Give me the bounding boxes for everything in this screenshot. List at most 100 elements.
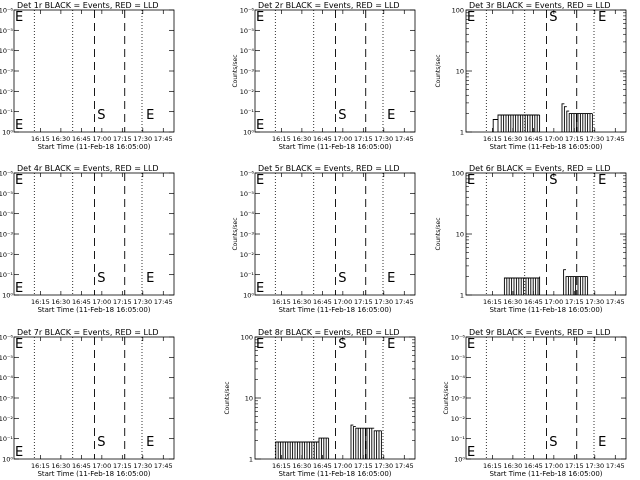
marker-e-label: E [146,271,154,286]
y-tick-label: 10⁻⁴ [0,374,13,382]
y-tick-label: 10 [245,395,253,403]
x-tick-label: 16:30 [293,135,312,143]
y-tick-label: 10⁻³ [0,231,13,239]
x-tick-label: 16:45 [72,135,91,143]
marker-e-label: E [256,10,264,25]
y-tick-label: 10⁻² [0,251,13,259]
marker-s-label: S [549,10,557,25]
x-tick-label: 17:15 [565,462,584,470]
x-tick-label: 16:45 [524,298,543,306]
marker-e-label: E [15,10,23,25]
x-axis-label: Start Time (11-Feb-18 16:05:00) [489,306,602,314]
y-tick-label: 100 [452,170,464,178]
y-axis-label: Counts/sec [224,381,231,414]
marker-e-label: E [15,445,23,460]
y-tick-label: 10⁻⁴ [240,210,255,218]
marker-s-label: S [97,271,105,286]
x-tick-label: 17:45 [606,135,625,143]
x-tick-label: 17:00 [333,298,352,306]
axes-frame [465,9,627,133]
marker-e-label: E [146,108,154,123]
y-tick-label: 10 [456,231,464,239]
x-tick-label: 16:45 [313,462,332,470]
y-tick-label: 10⁻¹ [240,271,255,279]
y-tick-label: 10⁻⁴ [0,47,13,55]
x-axis-label: Start Time (11-Feb-18 16:05:00) [278,306,391,314]
marker-s-label: S [338,337,346,352]
y-tick-label: 10⁰ [2,456,13,464]
y-tick-label: 10⁻³ [451,395,466,403]
marker-e-label: E [256,281,264,296]
x-tick-label: 17:45 [154,462,173,470]
x-tick-label: 16:45 [72,462,91,470]
panel-det-1: Det 1r BLACK = Events, RED = LLD 10⁰ 10⁻¹ 1… [0,1,175,151]
y-tick-label: 10⁻¹ [0,108,13,116]
y-axis-label: Counts/sec [435,54,442,87]
y-tick-label: 100 [452,7,464,15]
x-tick-label: 17:00 [92,298,111,306]
y-tick-label: 10⁻² [0,415,13,423]
panel-title: Det 9r BLACK = Events, RED = LLD [469,328,611,337]
x-tick-label: 16:30 [504,298,523,306]
x-tick-label: 16:15 [483,135,502,143]
y-tick-label: 100 [241,334,253,342]
x-tick-label: 17:45 [154,135,173,143]
x-tick-label: 17:30 [585,462,604,470]
x-tick-label: 16:15 [272,462,291,470]
x-tick-label: 17:00 [92,135,111,143]
x-tick-label: 17:15 [113,462,132,470]
marker-e-label: E [15,337,23,352]
x-axis-label: Start Time (11-Feb-18 16:05:00) [37,306,150,314]
x-tick-label: 16:30 [504,135,523,143]
marker-e-label: E [15,118,23,133]
y-tick-label: 10⁻⁶ [0,170,13,178]
x-tick-label: 17:00 [544,135,563,143]
y-tick-label: 10⁻⁶ [451,334,466,342]
axes-frame [465,172,627,296]
y-tick-label: 10⁻⁶ [0,7,13,15]
x-axis-label: Start Time (11-Feb-18 16:05:00) [278,143,391,151]
x-tick-label: 16:15 [31,462,50,470]
x-tick-label: 17:45 [395,298,414,306]
x-tick-label: 17:30 [374,298,393,306]
y-tick-label: 10⁻⁵ [451,354,466,362]
y-tick-label: 10⁻⁵ [240,190,255,198]
y-tick-label: 1 [460,292,464,300]
x-tick-label: 17:45 [606,462,625,470]
y-tick-label: 1 [460,129,464,137]
x-tick-label: 17:30 [133,135,152,143]
x-tick-label: 16:45 [72,298,91,306]
panel-det-6: Det 6r BLACK = Events, RED = LLD 1 10 100 Co… [435,164,627,314]
marker-e-label: E [256,173,264,188]
y-tick-label: 10⁰ [243,129,254,137]
x-tick-label: 17:15 [113,298,132,306]
x-tick-label: 16:15 [272,135,291,143]
x-tick-label: 16:45 [313,298,332,306]
x-tick-label: 17:00 [544,298,563,306]
marker-e-label: E [467,445,475,460]
x-tick-label: 16:45 [313,135,332,143]
x-tick-label: 16:45 [524,462,543,470]
marker-e-label: E [256,118,264,133]
x-axis-label: Start Time (11-Feb-18 16:05:00) [278,470,391,478]
marker-e-label: E [467,10,475,25]
y-tick-label: 10⁻⁵ [0,190,13,198]
marker-s-label: S [97,435,105,450]
marker-s-label: S [338,108,346,123]
y-tick-label: 10⁻⁶ [240,7,255,15]
marker-s-label: S [549,173,557,188]
y-tick-label: 10⁻⁶ [240,170,255,178]
x-tick-label: 17:00 [92,462,111,470]
events-series [492,103,593,132]
marker-e-label: E [598,10,606,25]
x-tick-label: 17:15 [113,135,132,143]
panel-det-5: Det 5r BLACK = Events, RED = LLD 10⁰ 10⁻¹ 1… [232,164,416,314]
marker-e-label: E [467,173,475,188]
y-tick-label: 10⁻³ [240,68,255,76]
y-tick-label: 10⁻⁵ [0,354,13,362]
x-tick-label: 17:30 [374,135,393,143]
x-tick-label: 16:30 [52,135,71,143]
x-tick-label: 17:45 [606,298,625,306]
x-tick-label: 17:45 [395,135,414,143]
x-tick-label: 16:15 [483,462,502,470]
